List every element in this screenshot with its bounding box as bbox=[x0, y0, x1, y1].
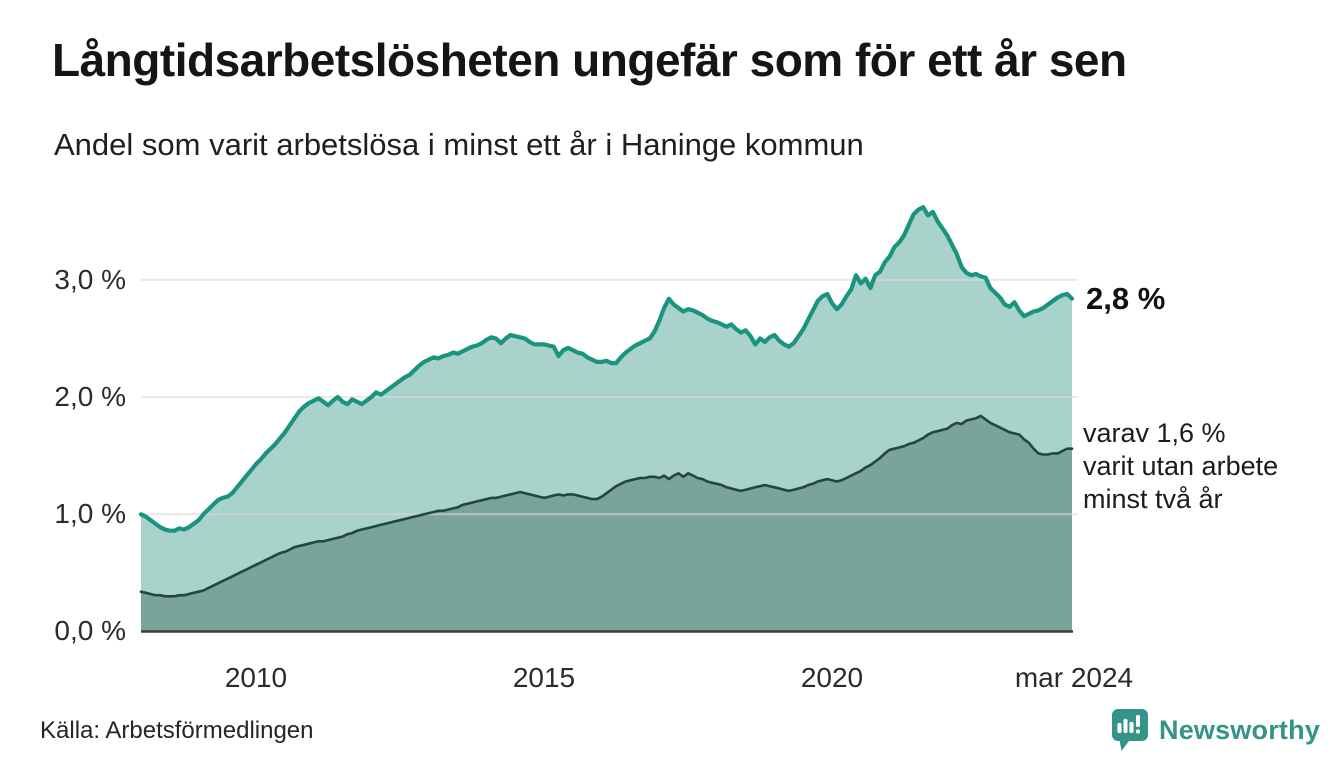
page-subtitle: Andel som varit arbetslösa i minst ett å… bbox=[54, 127, 864, 162]
x-tick-mar-2024: mar 2024 bbox=[1014, 662, 1134, 693]
x-tick-2010: 2010 bbox=[224, 662, 288, 693]
secondary-annotation-line-1: varav 1,6 % bbox=[1083, 418, 1226, 448]
latest-value-label: 2,8 % bbox=[1086, 281, 1166, 316]
brand-wordmark: Newsworthy bbox=[1159, 714, 1321, 745]
y-tick-3: 3,0 % bbox=[54, 264, 126, 295]
x-tick-2020: 2020 bbox=[800, 662, 864, 693]
secondary-annotation-line-3: minst två år bbox=[1083, 484, 1223, 514]
y-tick-0: 0,0 % bbox=[54, 615, 126, 646]
secondary-annotation-line-2: varit utan arbete bbox=[1083, 451, 1279, 481]
page-title: Långtidsarbetslösheten ungefär som för e… bbox=[52, 34, 1127, 86]
y-tick-1: 1,0 % bbox=[54, 498, 126, 529]
source-credit: Källa: Arbetsförmedlingen bbox=[40, 717, 314, 744]
newsworthy-bubble-icon bbox=[1112, 709, 1148, 751]
newsworthy-logo: Newsworthy bbox=[1110, 707, 1320, 753]
secondary-series-annotation: varav 1,6 % varit utan arbete minst två … bbox=[1083, 417, 1333, 516]
x-tick-2015: 2015 bbox=[512, 662, 576, 693]
series-area-minst-tva-ar bbox=[141, 415, 1072, 632]
y-tick-2: 2,0 % bbox=[54, 381, 126, 412]
series-line-minst-tva-ar bbox=[139, 414, 1074, 598]
series-line-minst-ett-ar bbox=[138, 205, 1075, 533]
